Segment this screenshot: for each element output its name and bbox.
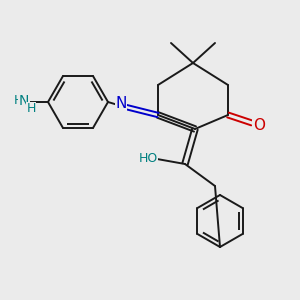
Text: N: N <box>115 97 127 112</box>
Text: H: H <box>13 94 23 107</box>
Text: N: N <box>19 94 29 108</box>
Text: HO: HO <box>138 152 158 164</box>
Text: O: O <box>253 118 265 133</box>
Text: H: H <box>26 103 36 116</box>
